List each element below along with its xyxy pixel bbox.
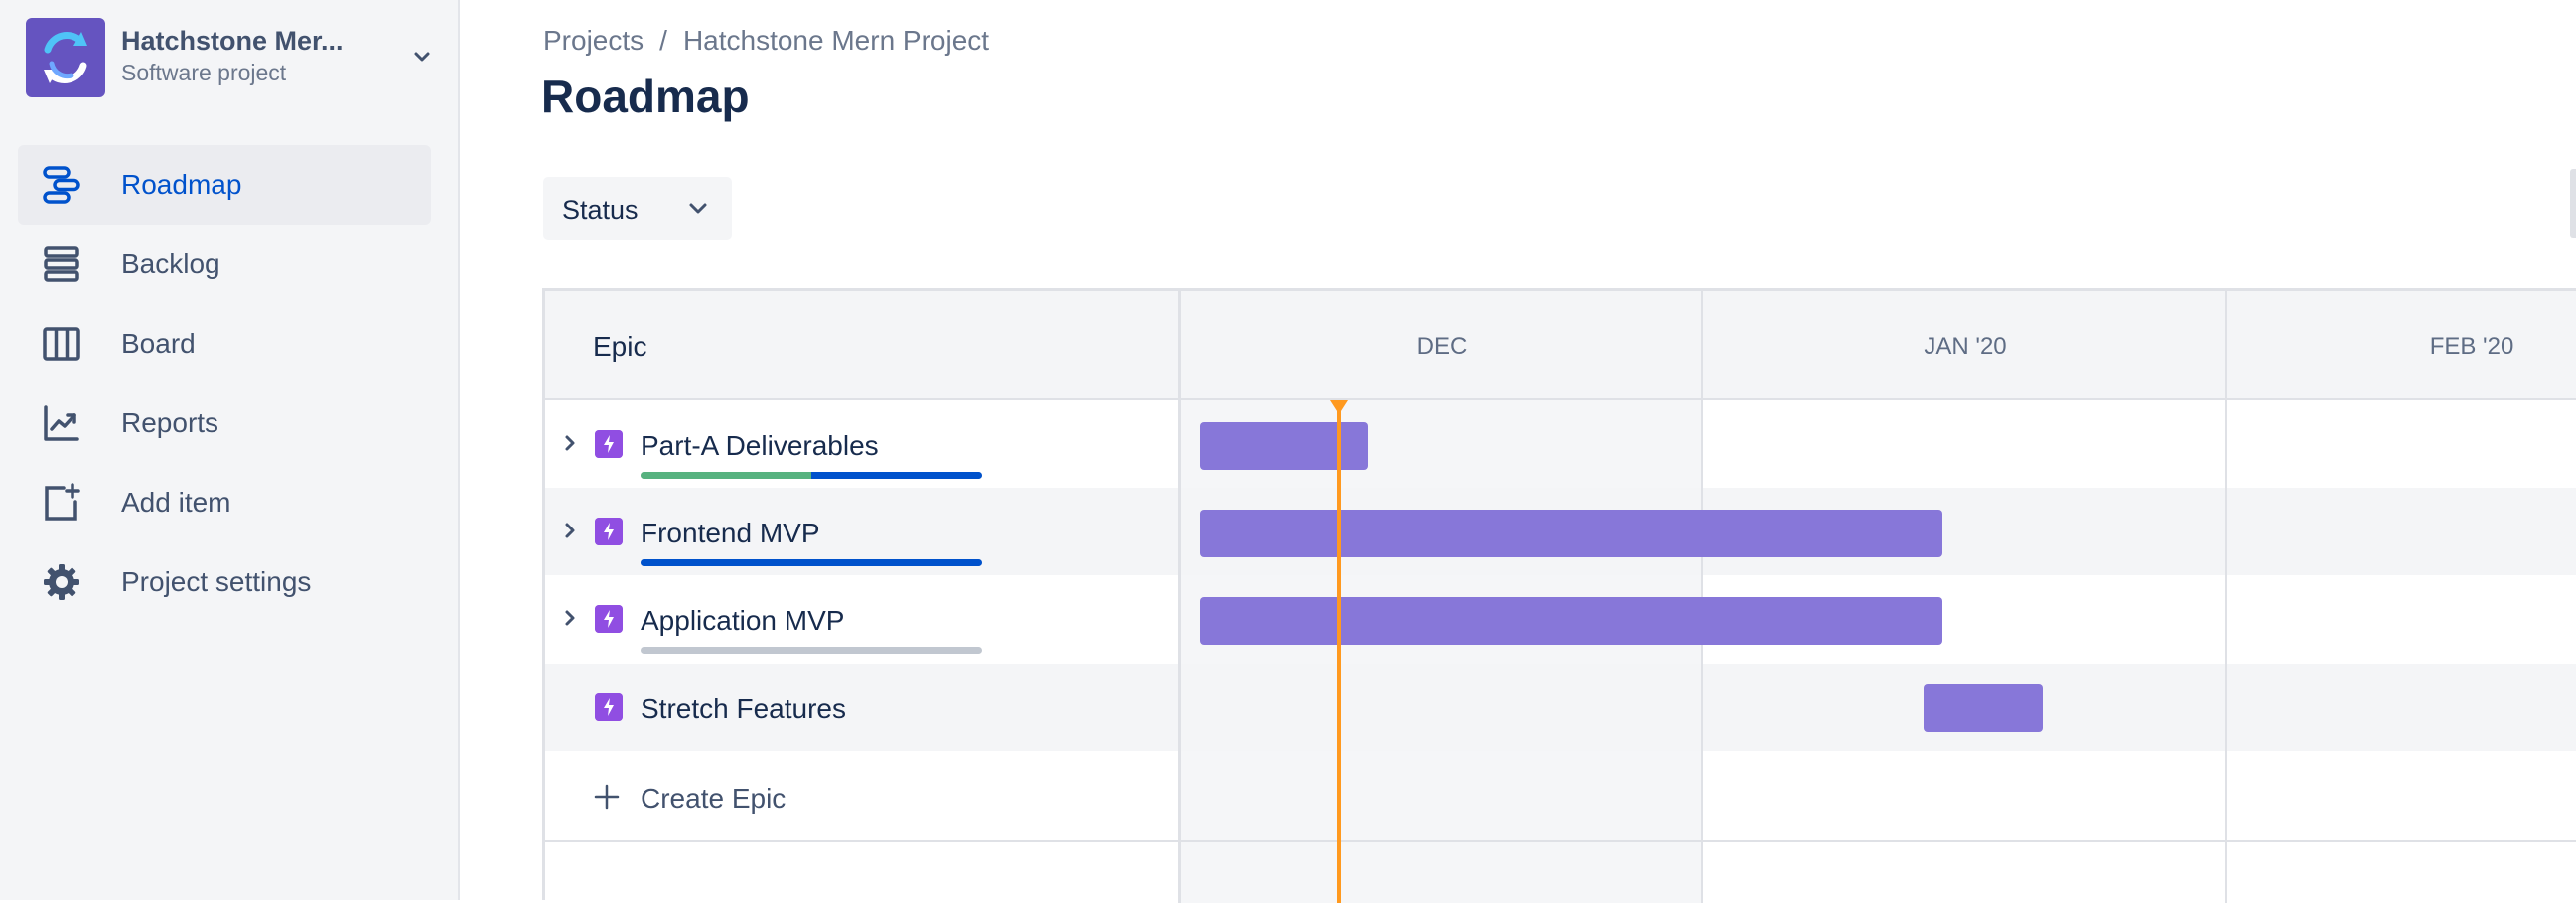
- chevron-down-icon: [689, 203, 707, 214]
- today-marker: [1330, 400, 1348, 414]
- list-timeline-divider[interactable]: [1178, 291, 1181, 903]
- epic-icon: [595, 430, 623, 458]
- project-header[interactable]: Hatchstone Mer... Software project: [26, 18, 443, 97]
- epic-name[interactable]: Part-A Deliverables: [641, 430, 879, 461]
- epic-row: Part-A Deliverables: [545, 400, 2576, 488]
- roadmap-icon: [43, 166, 80, 204]
- epic-progress-bar: [641, 559, 982, 566]
- month-label: FEB '20: [2429, 333, 2514, 360]
- epic-timeline-bar[interactable]: [1924, 684, 2043, 732]
- sidebar-item-backlog[interactable]: Backlog: [18, 225, 431, 304]
- gear-icon: [44, 564, 79, 600]
- epic-timeline-bar[interactable]: [1200, 510, 1942, 557]
- add-item-icon: [45, 483, 80, 521]
- month-gridline: [2225, 291, 2227, 903]
- breadcrumb-separator: /: [659, 25, 667, 56]
- epic-progress-bar: [641, 647, 982, 654]
- epic-name[interactable]: Application MVP: [641, 605, 845, 636]
- sidebar-item-label: Add item: [121, 487, 231, 518]
- status-filter-label: Status: [562, 195, 639, 225]
- sidebar-item-label: Reports: [121, 407, 219, 438]
- epic-icon: [595, 518, 623, 545]
- sidebar-item-project-settings[interactable]: Project settings: [18, 542, 431, 622]
- roadmap-header-row: Epic DEC JAN '20 FEB '20: [545, 291, 2576, 400]
- grid-divider: [545, 840, 2576, 842]
- plus-icon: [594, 784, 620, 810]
- chevron-right-icon[interactable]: [559, 520, 581, 541]
- chevron-down-icon[interactable]: [407, 42, 437, 72]
- reports-icon: [44, 405, 79, 441]
- epic-column-header: Epic: [593, 331, 647, 362]
- sidebar-item-label: Project settings: [121, 566, 312, 597]
- sidebar-item-reports[interactable]: Reports: [18, 383, 431, 463]
- project-avatar: [26, 18, 105, 97]
- epic-row: Application MVP: [545, 575, 2576, 663]
- project-type: Software project: [121, 60, 287, 85]
- sidebar-item-roadmap[interactable]: Roadmap: [18, 145, 431, 225]
- epic-name[interactable]: Stretch Features: [641, 693, 846, 724]
- progress-in-progress-segment: [641, 559, 982, 566]
- epic-name[interactable]: Frontend MVP: [641, 518, 820, 548]
- chevron-right-icon[interactable]: [559, 607, 581, 629]
- project-name: Hatchstone Mer...: [121, 26, 344, 56]
- toolbar-edge: [2570, 169, 2576, 238]
- chevron-right-icon[interactable]: [559, 432, 581, 454]
- epic-row: Stretch Features: [545, 664, 2576, 751]
- epic-timeline-bar[interactable]: [1200, 597, 1942, 645]
- epic-icon: [595, 693, 623, 721]
- current-month-shade: [1181, 400, 1701, 903]
- breadcrumb: Projects / Hatchstone Mern Project: [543, 25, 989, 57]
- sidebar-item-board[interactable]: Board: [18, 304, 431, 383]
- sidebar-item-label: Board: [121, 328, 196, 359]
- epic-row: Frontend MVP: [545, 488, 2576, 575]
- board-icon: [43, 327, 80, 361]
- progress-done-segment: [641, 472, 811, 479]
- create-epic-button[interactable]: Create Epic: [545, 753, 1181, 840]
- sidebar-item-add-item[interactable]: Add item: [18, 463, 431, 542]
- today-line: [1337, 400, 1341, 903]
- month-label: DEC: [1416, 333, 1468, 360]
- page-title: Roadmap: [541, 71, 750, 122]
- backlog-icon: [44, 246, 79, 282]
- breadcrumb-projects-link[interactable]: Projects: [543, 25, 644, 56]
- create-epic-label: Create Epic: [641, 783, 787, 814]
- epic-progress-bar: [641, 472, 982, 479]
- sidebar-item-label: Backlog: [121, 248, 220, 279]
- month-label: JAN '20: [1924, 333, 2007, 360]
- status-filter-button[interactable]: Status: [543, 177, 732, 240]
- sidebar-item-label: Roadmap: [121, 169, 242, 200]
- breadcrumb-project-link[interactable]: Hatchstone Mern Project: [682, 25, 990, 56]
- sidebar: Hatchstone Mer... Software project Roadm…: [0, 0, 460, 900]
- roadmap-grid: Epic DEC JAN '20 FEB '20 Part-A Delivera…: [542, 288, 2576, 903]
- epic-icon: [595, 605, 623, 633]
- progress-in-progress-segment: [811, 472, 982, 479]
- epic-timeline-bar[interactable]: [1200, 422, 1368, 470]
